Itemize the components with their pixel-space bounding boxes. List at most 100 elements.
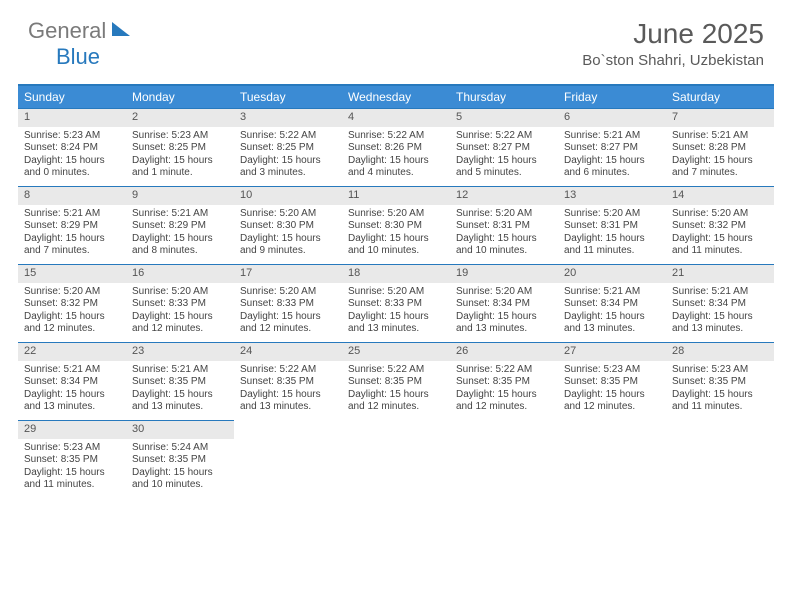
week-row: 1Sunrise: 5:23 AMSunset: 8:24 PMDaylight… [18,108,774,186]
day-body: Sunrise: 5:20 AMSunset: 8:31 PMDaylight:… [450,205,558,264]
day-cell: 29Sunrise: 5:23 AMSunset: 8:35 PMDayligh… [18,420,126,498]
empty-cell [234,420,342,498]
daylight-text: Daylight: 15 hours and 1 minute. [132,155,228,180]
day-number: 22 [18,342,126,361]
day-cell: 30Sunrise: 5:24 AMSunset: 8:35 PMDayligh… [126,420,234,498]
day-body: Sunrise: 5:22 AMSunset: 8:35 PMDaylight:… [450,361,558,420]
logo-text-1: General [28,18,106,43]
sunset-text: Sunset: 8:35 PM [672,376,768,389]
week-row: 15Sunrise: 5:20 AMSunset: 8:32 PMDayligh… [18,264,774,342]
daylight-text: Daylight: 15 hours and 13 minutes. [240,389,336,414]
day-number: 24 [234,342,342,361]
sunrise-text: Sunrise: 5:23 AM [564,364,660,377]
sunset-text: Sunset: 8:34 PM [564,298,660,311]
sunrise-text: Sunrise: 5:22 AM [348,130,444,143]
month-title: June 2025 [582,18,764,50]
week-row: 29 Sunrise: 5:23 AMSunset: 8:35 PM Dayligh… [18,420,774,498]
daylight-text: Daylight: 15 hours and 9 minutes. [240,233,336,258]
sunrise-text: Sunrise: 5:20 AM [456,208,552,221]
sunrise-text: Sunrise: 5:20 AM [132,286,228,299]
day-number: 20 [558,264,666,283]
sunrise-text: Sunrise: 5:20 AM [348,208,444,221]
day-body: Sunrise: 5:22 AMSunset: 8:25 PMDaylight:… [234,127,342,186]
weekday-header-row: SundayMondayTuesdayWednesdayThursdayFrid… [18,86,774,108]
day-number: 26 [450,342,558,361]
empty-cell [666,420,774,498]
week-row: 8Sunrise: 5:21 AMSunset: 8:29 PMDaylight… [18,186,774,264]
day-number: 28 [666,342,774,361]
day-cell: 5Sunrise: 5:22 AMSunset: 8:27 PMDaylight… [450,108,558,186]
day-cell: 4Sunrise: 5:22 AMSunset: 8:26 PMDaylight… [342,108,450,186]
day-cell: 1Sunrise: 5:23 AMSunset: 8:24 PMDaylight… [18,108,126,186]
sunrise-text: Sunrise: 5:20 AM [672,208,768,221]
day-body: Sunrise: 5:23 AMSunset: 8:24 PMDaylight:… [18,127,126,186]
sunset-text: Sunset: 8:30 PM [348,220,444,233]
daylight-text: Daylight: 15 hours and 6 minutes. [564,155,660,180]
day-cell: 28Sunrise: 5:23 AMSunset: 8:35 PMDayligh… [666,342,774,420]
day-number: 29 [18,420,126,439]
day-number: 6 [558,108,666,127]
day-cell: 24Sunrise: 5:22 AMSunset: 8:35 PMDayligh… [234,342,342,420]
daylight-text: Daylight: 15 hours and 7 minutes. [672,155,768,180]
sunrise-text: Sunrise: 5:22 AM [348,364,444,377]
day-number: 17 [234,264,342,283]
day-number: 21 [666,264,774,283]
day-number: 14 [666,186,774,205]
sunrise-text: Sunrise: 5:20 AM [564,208,660,221]
sunset-text: Sunset: 8:33 PM [240,298,336,311]
weeks-container: 1Sunrise: 5:23 AMSunset: 8:24 PMDaylight… [18,108,774,498]
sunrise-text: Sunrise: 5:23 AM [24,442,120,455]
sunrise-text: Sunrise: 5:22 AM [240,130,336,143]
day-cell: 7Sunrise: 5:21 AMSunset: 8:28 PMDaylight… [666,108,774,186]
daylight-text: Daylight: 15 hours and 13 minutes. [348,311,444,336]
day-number: 15 [18,264,126,283]
sunrise-text: Sunrise: 5:24 AM [132,442,228,455]
weekday-header: Friday [558,86,666,108]
week-row: 22Sunrise: 5:21 AMSunset: 8:34 PMDayligh… [18,342,774,420]
day-number: 30 [126,420,234,439]
day-body: Sunrise: 5:22 AMSunset: 8:27 PMDaylight:… [450,127,558,186]
sunset-text: Sunset: 8:31 PM [564,220,660,233]
sunrise-text: Sunrise: 5:20 AM [456,286,552,299]
sunrise-text: Sunrise: 5:20 AM [240,286,336,299]
sunrise-text: Sunrise: 5:21 AM [564,286,660,299]
daylight-text: Daylight: 15 hours and 10 minutes. [348,233,444,258]
day-cell: 13Sunrise: 5:20 AMSunset: 8:31 PMDayligh… [558,186,666,264]
sunset-text: Sunset: 8:32 PM [24,298,120,311]
sunset-text: Sunset: 8:35 PM [348,376,444,389]
day-body: Sunrise: 5:20 AMSunset: 8:33 PMDaylight:… [126,283,234,342]
sunset-text: Sunset: 8:35 PM [24,454,120,467]
day-body: Sunrise: 5:21 AMSunset: 8:29 PMDaylight:… [18,205,126,264]
daylight-text: Daylight: 15 hours and 4 minutes. [348,155,444,180]
sunset-text: Sunset: 8:33 PM [348,298,444,311]
header: General Blue June 2025 Bo`ston Shahri, U… [0,0,792,78]
day-cell: 3Sunrise: 5:22 AMSunset: 8:25 PMDaylight… [234,108,342,186]
sunset-text: Sunset: 8:24 PM [24,142,120,155]
sunrise-text: Sunrise: 5:21 AM [564,130,660,143]
sunset-text: Sunset: 8:34 PM [456,298,552,311]
weekday-header: Monday [126,86,234,108]
sunset-text: Sunset: 8:27 PM [456,142,552,155]
day-cell: 25Sunrise: 5:22 AMSunset: 8:35 PMDayligh… [342,342,450,420]
calendar: SundayMondayTuesdayWednesdayThursdayFrid… [18,84,774,498]
day-body: Sunrise: 5:22 AMSunset: 8:35 PMDaylight:… [342,361,450,420]
sunrise-text: Sunrise: 5:21 AM [24,208,120,221]
day-body: Sunrise: 5:20 AMSunset: 8:32 PMDaylight:… [18,283,126,342]
day-body: Sunrise: 5:21 AMSunset: 8:35 PMDaylight:… [126,361,234,420]
day-number: 7 [666,108,774,127]
day-body: Sunrise: 5:21 AMSunset: 8:34 PMDaylight:… [558,283,666,342]
sunset-text: Sunset: 8:25 PM [240,142,336,155]
day-number: 4 [342,108,450,127]
day-cell: 14Sunrise: 5:20 AMSunset: 8:32 PMDayligh… [666,186,774,264]
day-body: Sunrise: 5:20 AMSunset: 8:30 PMDaylight:… [342,205,450,264]
empty-cell [558,420,666,498]
day-number: 2 [126,108,234,127]
day-cell: 15Sunrise: 5:20 AMSunset: 8:32 PMDayligh… [18,264,126,342]
day-body: Sunrise: 5:23 AMSunset: 8:35 PMDaylight:… [666,361,774,420]
daylight-text: Daylight: 15 hours and 10 minutes. [132,467,228,492]
day-cell: 9Sunrise: 5:21 AMSunset: 8:29 PMDaylight… [126,186,234,264]
day-cell: 20Sunrise: 5:21 AMSunset: 8:34 PMDayligh… [558,264,666,342]
weekday-header: Sunday [18,86,126,108]
day-cell: 11Sunrise: 5:20 AMSunset: 8:30 PMDayligh… [342,186,450,264]
sunset-text: Sunset: 8:35 PM [240,376,336,389]
